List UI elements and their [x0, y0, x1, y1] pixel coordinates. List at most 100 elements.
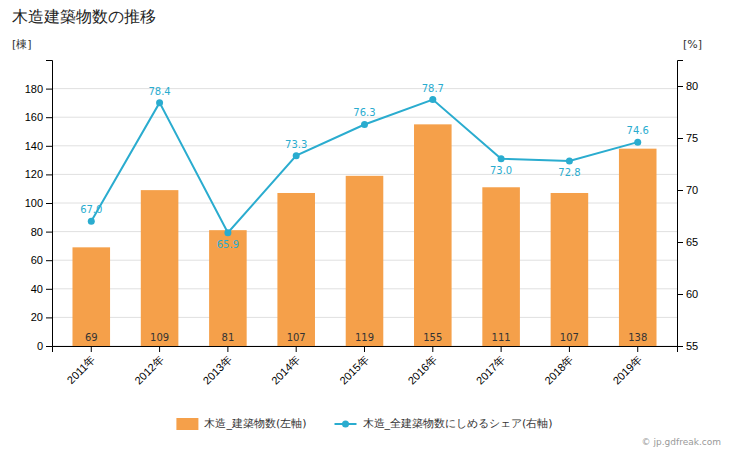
y-tick: 180	[25, 83, 52, 95]
title: 木造建築物数の推移	[12, 7, 156, 26]
line-point	[634, 139, 641, 146]
x-tick: 2014年	[269, 346, 303, 387]
x-tick-mark	[501, 346, 502, 352]
y-tick-label: 100	[25, 197, 43, 209]
line-point	[224, 229, 231, 236]
y-tick-label: 140	[25, 140, 43, 152]
x-tick: 2012年	[132, 346, 166, 387]
y-tick-label: 0	[37, 340, 43, 352]
x-tick-mark	[227, 346, 228, 352]
y-tick: 140	[25, 140, 52, 152]
line-label: 67.0	[80, 204, 102, 215]
legend: 木造_建築物数(左軸) 木造_全建築物数にしめるシェア(右軸)	[176, 417, 552, 430]
bar	[209, 230, 247, 346]
y-tick-label: 160	[25, 111, 43, 123]
grid-line	[52, 174, 677, 175]
line-point	[566, 157, 573, 164]
y2-tick-mark	[677, 242, 683, 243]
x-tick-label: 2014年	[269, 353, 303, 387]
x-tick-label: 2011年	[65, 353, 98, 386]
grid	[52, 89, 677, 346]
x-tick-label: 2015年	[337, 353, 371, 387]
y2-tick-label: 70	[686, 184, 698, 196]
y-tick: 160	[25, 111, 52, 123]
x-tick-label: 2012年	[132, 353, 166, 387]
x-axis-line	[53, 347, 678, 353]
y-tick-mark	[46, 317, 52, 318]
y-tick-label: 80	[31, 226, 43, 238]
y2-tick: 75	[677, 132, 698, 144]
y2-axis-line	[678, 61, 684, 347]
x-tick-label: 2013年	[201, 353, 235, 387]
y-tick-label: 40	[31, 283, 43, 295]
y2-tick-mark	[677, 138, 683, 139]
y2-axis: 55 60 65 70 75 80	[677, 61, 698, 353]
line-label: 76.3	[353, 107, 375, 118]
line-point	[361, 121, 368, 128]
bar	[414, 124, 452, 346]
line-label: 73.3	[285, 139, 307, 150]
y2-tick-mark	[677, 346, 683, 347]
bar	[141, 190, 179, 346]
bar-label: 119	[355, 332, 374, 343]
chart-container: 2011年2012年2013年2014年2015年2016年2017年2018年…	[0, 0, 729, 450]
x-tick: 2018年	[542, 346, 576, 387]
y-tick-label: 20	[31, 311, 43, 323]
bar-label: 107	[560, 332, 579, 343]
y2-tick-label: 80	[686, 80, 698, 92]
x-tick-mark	[364, 346, 365, 352]
y-tick-label: 180	[25, 83, 43, 95]
y2-tick-label: 65	[686, 236, 698, 248]
y-tick-mark	[46, 117, 52, 118]
bar	[482, 187, 520, 346]
y2-tick: 80	[677, 80, 698, 92]
y-tick: 60	[31, 254, 52, 266]
x-tick-label: 2018年	[542, 353, 576, 387]
line	[91, 100, 637, 233]
x-tick-mark	[296, 346, 297, 352]
grid-line	[52, 145, 677, 146]
y-tick-mark	[46, 174, 52, 175]
line-label: 78.7	[422, 83, 444, 94]
x-tick-mark	[569, 346, 570, 352]
x-tick-mark	[159, 346, 160, 352]
bar-label: 138	[628, 332, 647, 343]
y-tick: 20	[31, 311, 52, 323]
line-label: 74.6	[627, 125, 649, 136]
y2-tick: 65	[677, 236, 698, 248]
line-point	[88, 218, 95, 225]
y-tick-label: 120	[25, 168, 43, 180]
x-tick-label: 2016年	[405, 353, 439, 387]
y-tick-mark	[46, 203, 52, 204]
y-tick-mark	[46, 260, 52, 261]
plot-area: 2011年2012年2013年2014年2015年2016年2017年2018年…	[25, 61, 699, 387]
marks	[72, 96, 656, 346]
y2-tick-mark	[677, 190, 683, 191]
y-tick-mark	[46, 232, 52, 233]
y-tick: 120	[25, 168, 52, 180]
bar-label: 109	[150, 332, 169, 343]
y2-tick-label: 75	[686, 132, 698, 144]
y-tick-mark	[46, 146, 52, 147]
bar	[551, 193, 589, 346]
y-tick-mark	[46, 289, 52, 290]
annotation: © jp.gdfreak.com	[642, 437, 721, 447]
bar	[346, 176, 384, 346]
line-point	[498, 155, 505, 162]
legend-item: 木造_全建築物数にしめるシェア(右軸)	[335, 417, 553, 430]
bar	[72, 247, 110, 346]
data-labels: 691098110711915511110713867.078.465.973.…	[80, 83, 649, 343]
bar-label: 111	[492, 332, 511, 343]
x-tick-mark	[91, 346, 92, 352]
y2-tick-mark	[677, 294, 683, 295]
bar	[619, 149, 657, 346]
line-label: 73.0	[490, 165, 512, 176]
y-tick: 0	[37, 340, 52, 352]
line-point	[429, 96, 436, 103]
line-label: 65.9	[217, 239, 239, 250]
y2-tick-label: 55	[686, 340, 698, 352]
y2-tick-label: 60	[686, 288, 698, 300]
legend-item: 木造_建築物数(左軸)	[176, 417, 306, 430]
y-tick-mark	[46, 346, 52, 347]
x-tick-mark	[637, 346, 638, 352]
